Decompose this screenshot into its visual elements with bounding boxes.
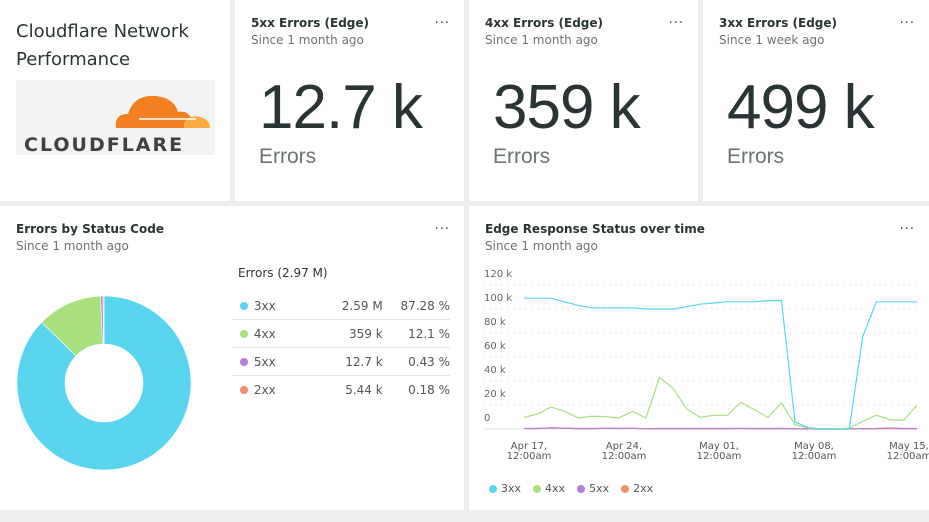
- y-tick-label: 80 k: [484, 317, 506, 328]
- legend-label: 4xx: [545, 482, 566, 495]
- x-tick-label: May 15,: [889, 441, 929, 452]
- billboard-value: 359 k: [493, 73, 641, 142]
- legend-item-2xx[interactable]: 2xx: [621, 482, 653, 495]
- billboard-unit: Errors: [259, 145, 317, 168]
- line-legend: 3xx 4xx 5xx 2xx: [489, 482, 653, 495]
- billboard-unit: Errors: [493, 145, 551, 168]
- legend-value: 359 k: [349, 326, 383, 341]
- legend-percent: 87.28 %: [400, 298, 451, 313]
- legend-value: 5.44 k: [345, 383, 383, 397]
- legend-percent: 12.1 %: [408, 326, 451, 341]
- series-line-4xx: [523, 376, 917, 430]
- legend-name: 3xx: [253, 298, 276, 313]
- widget-subtitle: Since 1 month ago: [16, 239, 129, 253]
- x-tick-label: 12:00am: [792, 451, 837, 462]
- widget-title: 5xx Errors (Edge): [251, 16, 370, 30]
- legend-item-4xx[interactable]: 4xx: [533, 482, 565, 495]
- pie-slice-2xx[interactable]: [102, 295, 105, 345]
- legend-row-3xx[interactable]: 3xx 2.59 M 87.28 %: [232, 292, 450, 320]
- billboard-value: 499 k: [727, 73, 875, 142]
- widget-menu-button[interactable]: ...: [434, 218, 450, 233]
- legend-label: 5xx: [589, 482, 610, 495]
- widget-subtitle: Since 1 month ago: [485, 239, 598, 253]
- legend-name: 5xx: [253, 354, 276, 369]
- billboard-4xx: 4xx Errors (Edge) Since 1 month ago ... …: [469, 0, 698, 201]
- widget-subtitle: Since 1 month ago: [485, 33, 598, 47]
- donut-chart: [16, 295, 192, 471]
- legend-dot: [240, 329, 248, 338]
- x-tick-label: 12:00am: [887, 451, 929, 462]
- widget-title: 4xx Errors (Edge): [485, 16, 604, 30]
- x-tick-label: 12:00am: [697, 451, 742, 462]
- legend-item-5xx[interactable]: 5xx: [577, 482, 609, 495]
- legend-dot: [577, 484, 586, 493]
- legend-row-2xx[interactable]: 2xx 5.44 k 0.18 %: [232, 376, 450, 404]
- y-tick-label: 120 k: [484, 269, 512, 280]
- legend-value: 2.59 M: [341, 298, 383, 313]
- legend-row-4xx[interactable]: 4xx 359 k 12.1 %: [232, 320, 450, 348]
- widget-subtitle: Since 1 month ago: [251, 33, 364, 47]
- y-tick-label: 20 k: [484, 389, 506, 400]
- legend-value: 12.7 k: [345, 354, 383, 369]
- dashboard-title: Cloudflare Network Performance: [16, 21, 189, 70]
- pie-slice-3xx[interactable]: [16, 295, 192, 471]
- title-panel: Cloudflare Network Performance CLOUDFLAR…: [0, 0, 230, 201]
- x-tick-label: May 01,: [699, 441, 739, 452]
- legend-name: 2xx: [253, 383, 276, 397]
- billboard-value: 12.7 k: [259, 73, 423, 142]
- billboard-3xx: 3xx Errors (Edge) Since 1 week ago ... 4…: [703, 0, 929, 201]
- y-tick-label: 60 k: [484, 341, 506, 352]
- edge-response-panel: Edge Response Status over time Since 1 m…: [469, 206, 929, 510]
- billboard-unit: Errors: [727, 145, 785, 168]
- x-tick-label: 12:00am: [602, 451, 647, 462]
- widget-menu-button[interactable]: ...: [668, 12, 684, 27]
- logo-text: CLOUDFLARE: [24, 134, 184, 155]
- widget-title: Edge Response Status over time: [485, 222, 705, 236]
- widget-menu-button[interactable]: ...: [434, 12, 450, 27]
- legend-percent: 0.43 %: [408, 354, 451, 369]
- legend-row-5xx[interactable]: 5xx 12.7 k 0.43 %: [232, 348, 450, 376]
- series-line-3xx: [524, 297, 917, 430]
- y-tick-label: 0: [484, 413, 490, 424]
- widget-title: Errors by Status Code: [16, 222, 164, 236]
- legend-name: 4xx: [253, 326, 276, 341]
- legend-label: 3xx: [501, 482, 522, 495]
- errors-by-status-panel: Errors by Status Code Since 1 month ago …: [0, 206, 464, 510]
- series-line-5xx: [523, 427, 917, 430]
- x-tick-label: 12:00am: [507, 451, 552, 462]
- legend-label: 2xx: [633, 482, 654, 495]
- legend-dot: [533, 484, 542, 493]
- legend-dot: [240, 301, 248, 310]
- pie-legend-table: Errors (2.97 M) 3xx 2.59 M 87.28 % 4xx 359 k…: [232, 266, 450, 404]
- legend-dot: [240, 386, 248, 394]
- widget-menu-button[interactable]: ...: [899, 218, 915, 233]
- legend-percent: 0.18 %: [408, 383, 451, 397]
- y-tick-label: 100 k: [484, 293, 512, 304]
- legend-dot: [621, 484, 630, 493]
- x-tick-label: Apr 24,: [606, 441, 642, 452]
- legend-dot: [240, 357, 248, 366]
- legend-item-3xx[interactable]: 3xx: [489, 482, 521, 495]
- x-tick-label: Apr 17,: [511, 441, 547, 452]
- widget-subtitle: Since 1 week ago: [719, 33, 825, 47]
- y-tick-label: 40 k: [484, 365, 506, 376]
- billboard-5xx: 5xx Errors (Edge) Since 1 month ago ... …: [235, 0, 464, 201]
- widget-menu-button[interactable]: ...: [899, 12, 915, 27]
- x-tick-label: May 08,: [794, 441, 834, 452]
- legend-title: Errors (2.97 M): [238, 266, 328, 280]
- widget-title: 3xx Errors (Edge): [719, 16, 838, 30]
- legend-dot: [489, 484, 497, 493]
- cloudflare-logo: CLOUDFLARE: [16, 80, 215, 156]
